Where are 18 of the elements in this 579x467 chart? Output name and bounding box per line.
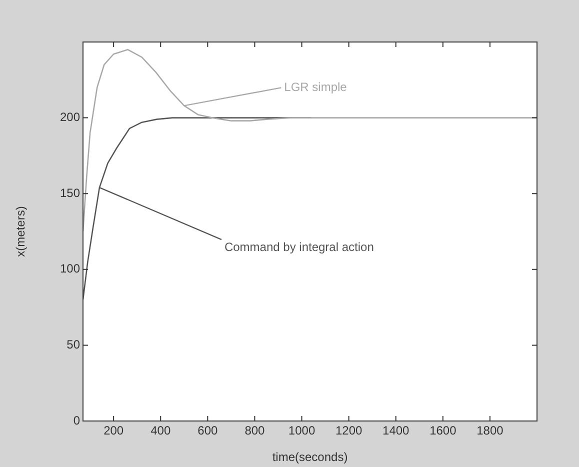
x-axis-title: time(seconds) xyxy=(272,450,348,464)
x-tick-label: 800 xyxy=(244,424,266,438)
x-tick-label: 1000 xyxy=(288,424,316,438)
y-tick-label: 50 xyxy=(66,338,80,352)
y-axis-title: x(meters) xyxy=(14,206,28,257)
x-tick-label: 200 xyxy=(104,424,124,438)
x-tick-label: 1400 xyxy=(382,424,410,438)
text: Command by integral action xyxy=(224,240,374,254)
y-tick-label: 0 xyxy=(73,413,80,428)
y-tick-label: 100 xyxy=(60,262,80,276)
y-tick-label: 150 xyxy=(60,186,80,200)
x-tick-label: 1600 xyxy=(430,424,457,438)
x-tick-label: 600 xyxy=(198,424,218,438)
y-tick-label: 200 xyxy=(60,110,80,124)
x-tick-label: 1200 xyxy=(335,424,362,438)
x-tick-label: 400 xyxy=(150,424,171,438)
series-label: LGR simple xyxy=(284,80,348,94)
x-tick-label: 1800 xyxy=(476,424,504,438)
